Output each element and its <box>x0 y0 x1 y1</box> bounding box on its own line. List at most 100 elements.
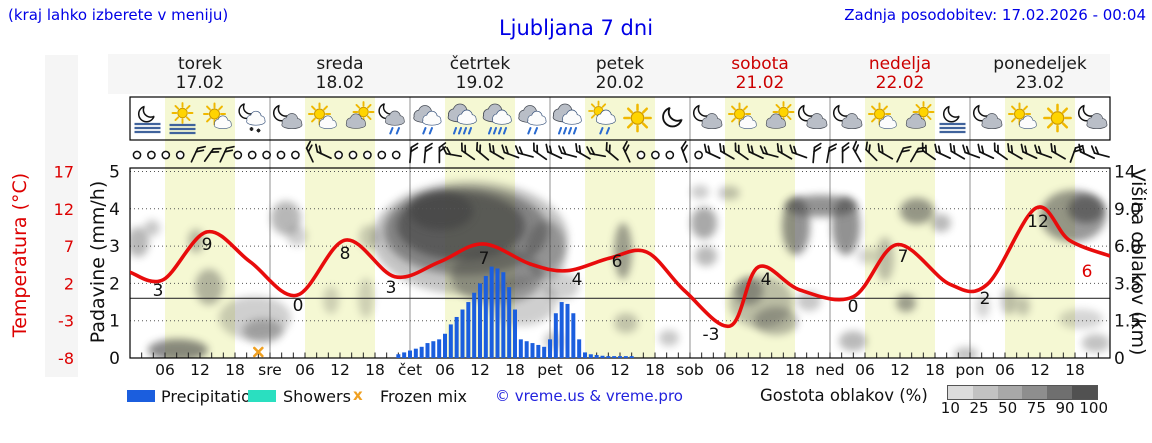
svg-text:06: 06 <box>295 361 315 379</box>
precip-axis-label: Padavine (mm/h) <box>87 180 109 344</box>
svg-text:12: 12 <box>54 200 74 219</box>
svg-text:3: 3 <box>153 281 164 301</box>
temperature-curve <box>130 205 1110 328</box>
svg-text:18: 18 <box>1065 361 1085 379</box>
svg-text:12: 12 <box>190 361 210 379</box>
svg-text:1.5: 1.5 <box>1114 312 1141 332</box>
svg-text:06: 06 <box>715 361 735 379</box>
day-date: 22.02 <box>875 72 925 93</box>
day-header-torek: torek 17.02 <box>130 55 270 92</box>
day-header-background <box>108 54 1110 94</box>
day-name: sreda <box>316 54 364 74</box>
precipitation-bars <box>396 266 634 358</box>
svg-text:sre: sre <box>258 361 282 379</box>
frozen-mix-icon: x <box>353 386 363 404</box>
weather-icon-sun <box>1043 103 1072 133</box>
day-header-petek: petek 20.02 <box>550 55 690 92</box>
svg-text:18: 18 <box>225 361 245 379</box>
svg-text:4: 4 <box>761 270 772 290</box>
svg-text:0: 0 <box>293 296 304 316</box>
svg-text:06: 06 <box>575 361 595 379</box>
page-title: Ljubljana 7 dni <box>498 16 654 40</box>
day-header-ponedeljek: ponedeljek 23.02 <box>970 55 1110 92</box>
svg-text:6: 6 <box>612 252 623 272</box>
svg-text:7: 7 <box>479 249 490 269</box>
cloud-density-shading <box>130 181 1110 358</box>
svg-text:ned: ned <box>815 361 844 379</box>
svg-text:06: 06 <box>995 361 1015 379</box>
svg-text:pon: pon <box>955 361 984 379</box>
frozen-mix-label: Frozen mix <box>380 387 468 406</box>
end-temperature-label: 6 <box>1082 262 1093 282</box>
svg-text:0: 0 <box>109 349 120 369</box>
svg-text:18: 18 <box>505 361 525 379</box>
cloud-density-title: Gostota oblakov (%) <box>760 386 928 405</box>
svg-text:12: 12 <box>610 361 630 379</box>
svg-text:12: 12 <box>330 361 350 379</box>
day-header-četrtek: četrtek 19.02 <box>410 55 550 92</box>
svg-text:9: 9 <box>202 235 213 255</box>
day-name: ponedeljek <box>993 54 1087 74</box>
svg-text:18: 18 <box>365 361 385 379</box>
svg-text:2: 2 <box>980 289 991 309</box>
svg-text:čet: čet <box>398 361 422 379</box>
svg-text:18: 18 <box>645 361 665 379</box>
svg-text:pet: pet <box>537 361 562 379</box>
svg-text:sob: sob <box>676 361 703 379</box>
svg-text:1: 1 <box>109 312 120 332</box>
day-name: torek <box>178 54 222 74</box>
temperature-labels: 3 9 0 8 3 7 4 6 -3 4 0 7 2 12 <box>153 212 1049 345</box>
svg-text:7: 7 <box>898 247 909 267</box>
svg-text:6.0: 6.0 <box>1114 237 1141 257</box>
svg-text:7: 7 <box>64 237 74 256</box>
day-header-sreda: sreda 18.02 <box>270 55 410 92</box>
svg-text:06: 06 <box>155 361 175 379</box>
svg-text:4: 4 <box>109 200 120 220</box>
wind-barbs <box>132 140 1112 166</box>
temp-axis-background <box>45 55 78 377</box>
svg-text:12: 12 <box>1030 361 1050 379</box>
svg-text:0: 0 <box>848 297 859 317</box>
day-name: sobota <box>731 54 789 74</box>
cloud-axis-label: Višina oblakov (km) <box>1127 168 1149 356</box>
svg-text:-8: -8 <box>58 349 74 368</box>
day-date: 17.02 <box>175 72 225 93</box>
svg-text:14: 14 <box>1114 163 1136 183</box>
weather-icon-sun <box>623 103 652 133</box>
svg-text:17: 17 <box>54 163 74 182</box>
day-date: 19.02 <box>455 72 505 93</box>
last-update-timestamp: Zadnja posodobitev: 17.02.2026 - 00:04 <box>844 6 1146 24</box>
day-name: petek <box>595 54 645 74</box>
svg-text:06: 06 <box>435 361 455 379</box>
day-name: nedelja <box>868 54 932 74</box>
precipitation-label: Precipitation <box>161 387 262 406</box>
day-date: 23.02 <box>1015 72 1065 93</box>
svg-text:-3: -3 <box>58 312 74 331</box>
svg-text:12: 12 <box>470 361 490 379</box>
svg-text:12: 12 <box>1027 212 1049 232</box>
day-date: 20.02 <box>595 72 645 93</box>
temp-axis-label: Temperatura (°C) <box>9 172 31 338</box>
svg-text:0: 0 <box>1114 349 1125 369</box>
svg-text:12: 12 <box>750 361 770 379</box>
cloud-density-values: 10 25 50 75 90 100 <box>940 399 1109 417</box>
day-date: 21.02 <box>735 72 785 93</box>
svg-text:3.5: 3.5 <box>1114 274 1141 294</box>
svg-text:18: 18 <box>925 361 945 379</box>
svg-text:2: 2 <box>109 274 120 294</box>
svg-text:2: 2 <box>64 274 74 293</box>
svg-text:3: 3 <box>109 237 120 257</box>
credit-link[interactable]: © vreme.us & vreme.pro <box>495 387 683 405</box>
showers-label: Showers <box>283 387 351 406</box>
day-date: 18.02 <box>315 72 365 93</box>
showers-swatch <box>248 390 276 402</box>
svg-text:12: 12 <box>890 361 910 379</box>
svg-text:8: 8 <box>340 244 351 264</box>
svg-text:06: 06 <box>855 361 875 379</box>
precipitation-swatch <box>127 390 155 402</box>
svg-text:18: 18 <box>785 361 805 379</box>
day-header-nedelja: nedelja 22.02 <box>830 55 970 92</box>
